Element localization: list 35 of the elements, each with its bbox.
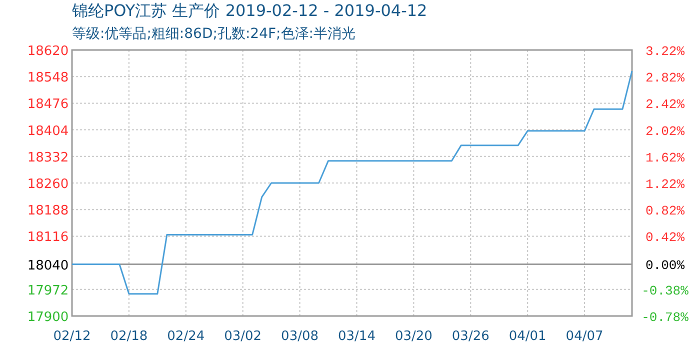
y-tick-label: 18040 xyxy=(27,258,69,274)
y-tick-label: 18188 xyxy=(27,204,69,219)
x-tick-label: 03/14 xyxy=(338,329,376,344)
y-tick-label: 18260 xyxy=(27,177,69,192)
y2-tick-label: 0.82% xyxy=(645,204,685,219)
x-tick-label: 02/24 xyxy=(167,329,205,344)
y-tick-label: 18404 xyxy=(27,124,69,139)
y-tick-label: 18332 xyxy=(27,150,69,166)
y-tick-label: 17900 xyxy=(27,310,69,325)
line-series xyxy=(71,70,633,295)
x-tick-label: 04/07 xyxy=(566,329,604,344)
y2-tick-label: 0.00% xyxy=(645,258,685,274)
y2-tick-label: 3.22% xyxy=(645,44,685,59)
x-tick-label: 03/26 xyxy=(452,329,490,344)
y-tick-label: 18620 xyxy=(27,44,69,59)
y2-tick-label: 1.22% xyxy=(645,177,685,192)
y-tick-label: 18116 xyxy=(27,230,69,246)
chart-subtitle: 等级:优等品;粗细:86D;孔数:24F;色泽:半消光 xyxy=(72,26,356,42)
y-tick-label: 18548 xyxy=(27,70,69,86)
x-tick-label: 02/12 xyxy=(53,329,91,344)
y2-tick-label: -0.78% xyxy=(642,310,689,325)
y2-tick-label: 0.42% xyxy=(645,230,685,246)
x-tick-label: 03/20 xyxy=(394,329,432,344)
y-tick-label: 18476 xyxy=(27,97,69,112)
x-tick-label: 02/18 xyxy=(110,329,148,344)
x-tick-label: 04/01 xyxy=(508,329,546,344)
y2-tick-label: 2.82% xyxy=(645,70,685,86)
chart-title: 锦纶POY江苏 生产价 2019-02-12 - 2019-04-12 xyxy=(71,1,428,20)
y2-tick-label: 2.02% xyxy=(645,124,685,139)
y2-tick-label: 2.42% xyxy=(645,97,685,112)
y-tick-label: 17972 xyxy=(27,283,69,298)
x-tick-label: 03/08 xyxy=(281,329,319,344)
y2-tick-label: 1.62% xyxy=(645,150,685,166)
x-tick-label: 03/02 xyxy=(224,329,262,344)
y2-tick-label: -0.38% xyxy=(642,283,689,298)
